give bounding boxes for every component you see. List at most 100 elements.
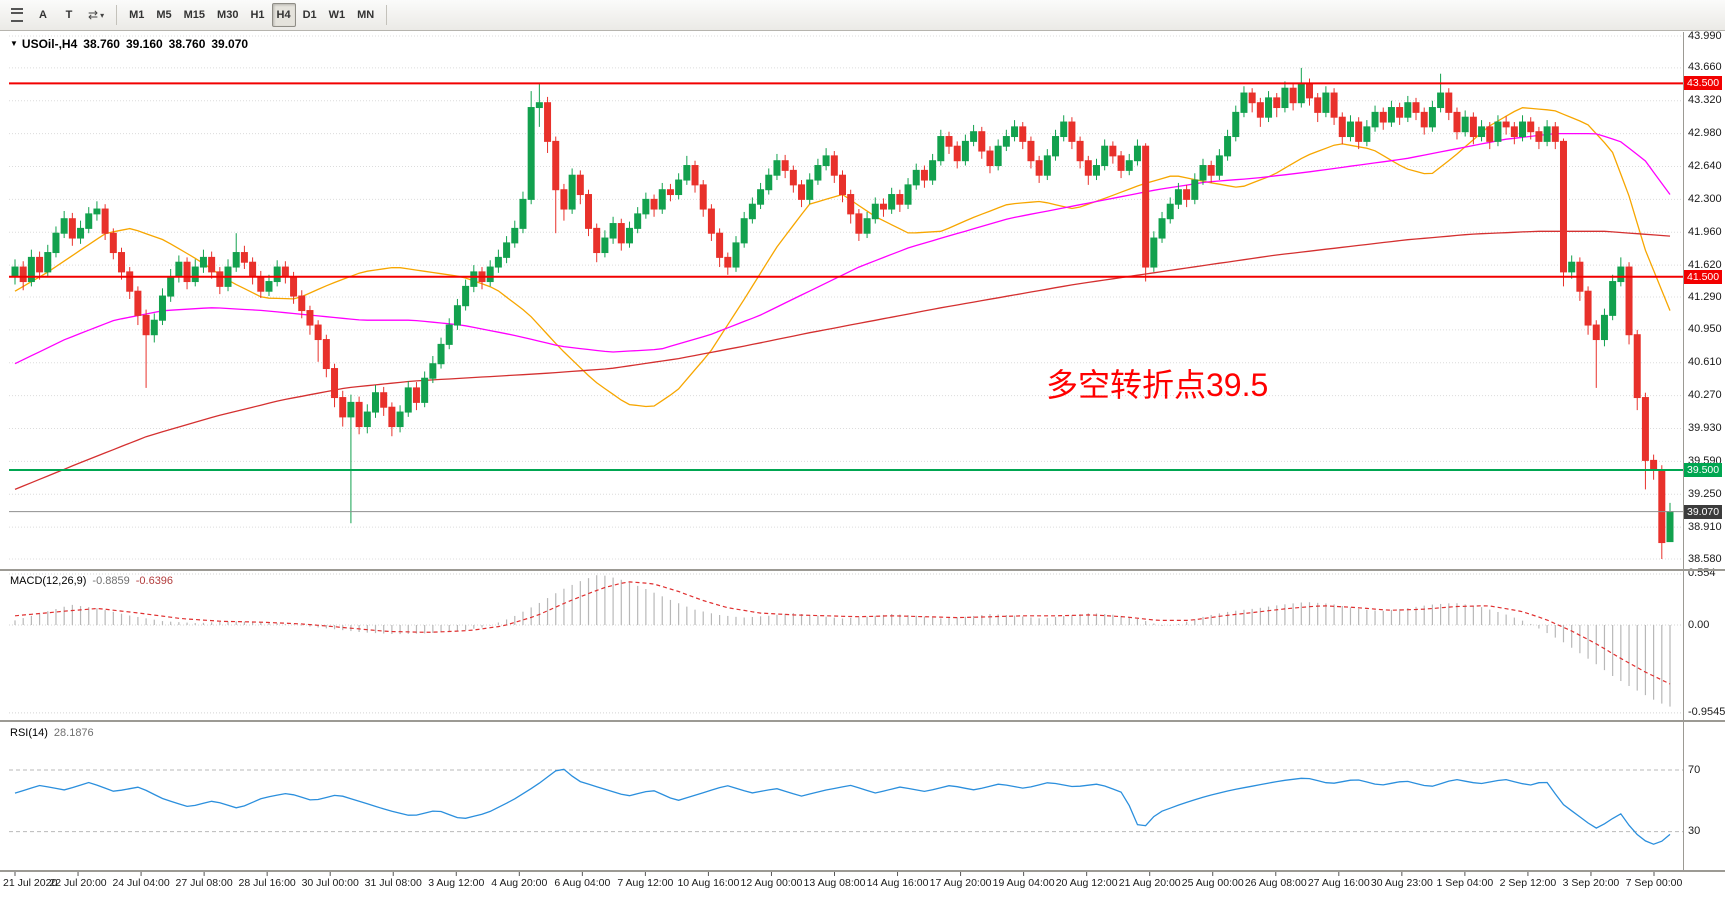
timeframe-button-h4[interactable]: H4: [271, 3, 296, 27]
candle: [1019, 122, 1027, 150]
candle: [1011, 120, 1019, 142]
candle-body: [1437, 92, 1445, 109]
slow-ma-line: [14, 230, 1671, 491]
candle-body: [544, 102, 552, 142]
candle: [732, 236, 740, 272]
candle-body: [904, 184, 912, 205]
panel-splitter-dates[interactable]: [0, 870, 1725, 872]
candle: [1428, 100, 1436, 132]
candle-body: [150, 319, 158, 336]
candle-body: [322, 339, 330, 370]
candle-body: [585, 194, 593, 229]
timeframe-button-w1[interactable]: W1: [324, 3, 351, 27]
candle-body: [1043, 155, 1051, 176]
candle: [216, 267, 224, 295]
date-label: 2 Sep 12:00: [1499, 877, 1557, 889]
panel-splitter-macd[interactable]: [0, 569, 1725, 571]
date-label: 25 Aug 00:00: [1181, 877, 1244, 889]
price-label: 40.950: [1688, 323, 1722, 336]
candle: [994, 139, 1002, 171]
candle: [1486, 122, 1494, 150]
candle-body: [371, 392, 379, 413]
candle: [470, 265, 478, 293]
candle-body: [1568, 261, 1576, 273]
candle: [1371, 105, 1379, 132]
candle-body: [568, 174, 576, 210]
timeframe-button-h1[interactable]: H1: [245, 3, 269, 27]
candle: [544, 96, 552, 153]
candle-body: [52, 232, 60, 254]
candle-body: [68, 218, 76, 239]
candle: [519, 191, 527, 234]
chart-tools-button[interactable]: [5, 3, 29, 27]
candle-body: [1019, 126, 1027, 142]
candle-body: [683, 165, 691, 181]
timeframe-button-m15[interactable]: M15: [179, 3, 210, 27]
candle-body: [1379, 111, 1387, 123]
symbol-dropdown-icon: ▼: [10, 39, 18, 48]
price-label: 38.580: [1688, 552, 1722, 565]
candle-body: [27, 256, 35, 283]
candle-body: [560, 189, 568, 210]
candle-body: [1428, 107, 1436, 128]
timeframe-button-m30[interactable]: M30: [212, 3, 243, 27]
candle: [1551, 122, 1559, 150]
date-label: 6 Aug 04:00: [554, 877, 611, 889]
arrow-tools-button[interactable]: ⇄ ▾: [83, 3, 109, 27]
candle: [1314, 93, 1322, 123]
date-label: 30 Jul 00:00: [301, 877, 359, 889]
candle: [814, 158, 822, 185]
candle: [1084, 155, 1092, 185]
candle-body: [1650, 459, 1658, 471]
moving-averages-layer: [14, 107, 1671, 491]
candle: [593, 223, 601, 263]
shapes-tool-button[interactable]: T: [57, 3, 81, 27]
candle: [478, 267, 486, 290]
candle: [1379, 107, 1387, 130]
candle: [1052, 129, 1060, 161]
candle: [1060, 115, 1068, 142]
candle-body: [970, 131, 978, 142]
candle-body: [1191, 179, 1199, 200]
candle-body: [765, 174, 773, 191]
timeframe-button-mn[interactable]: MN: [352, 3, 379, 27]
date-label: 1 Sep 04:00: [1436, 877, 1494, 889]
support-price-tag: 41.500: [1684, 269, 1723, 284]
price-label: 42.980: [1688, 127, 1722, 140]
candle-body: [593, 227, 601, 254]
candle: [1666, 502, 1674, 543]
candle-body: [1404, 102, 1412, 118]
candle-body: [1052, 136, 1060, 157]
candle: [1535, 126, 1543, 150]
timeframe-button-d1[interactable]: D1: [298, 3, 322, 27]
candle: [314, 320, 322, 362]
candle: [232, 233, 240, 272]
text-label-tool-button[interactable]: A: [31, 3, 55, 27]
candle: [716, 228, 724, 268]
candle-body: [1461, 116, 1469, 133]
date-label: 3 Aug 12:00: [428, 877, 485, 889]
timeframe-button-m5[interactable]: M5: [151, 3, 176, 27]
candle: [855, 209, 863, 241]
candle: [847, 189, 855, 224]
candle: [1289, 83, 1297, 111]
candle: [199, 249, 207, 273]
date-label: 30 Aug 23:00: [1370, 877, 1433, 889]
candle: [683, 155, 691, 185]
candle-body: [126, 271, 134, 292]
candle: [249, 257, 257, 285]
list-icon: [11, 8, 23, 22]
candle: [576, 170, 584, 205]
candle-body: [1068, 121, 1076, 142]
candle: [871, 197, 879, 224]
price-label: 43.660: [1688, 61, 1722, 74]
panel-splitter-rsi[interactable]: [0, 720, 1725, 722]
timeframe-button-m1[interactable]: M1: [124, 3, 149, 27]
candle-body: [748, 203, 756, 220]
candle-body: [535, 102, 543, 109]
candle-body: [1117, 155, 1125, 171]
candle: [1101, 139, 1109, 171]
candle: [1346, 115, 1354, 142]
toolbar-separator: [116, 5, 118, 25]
